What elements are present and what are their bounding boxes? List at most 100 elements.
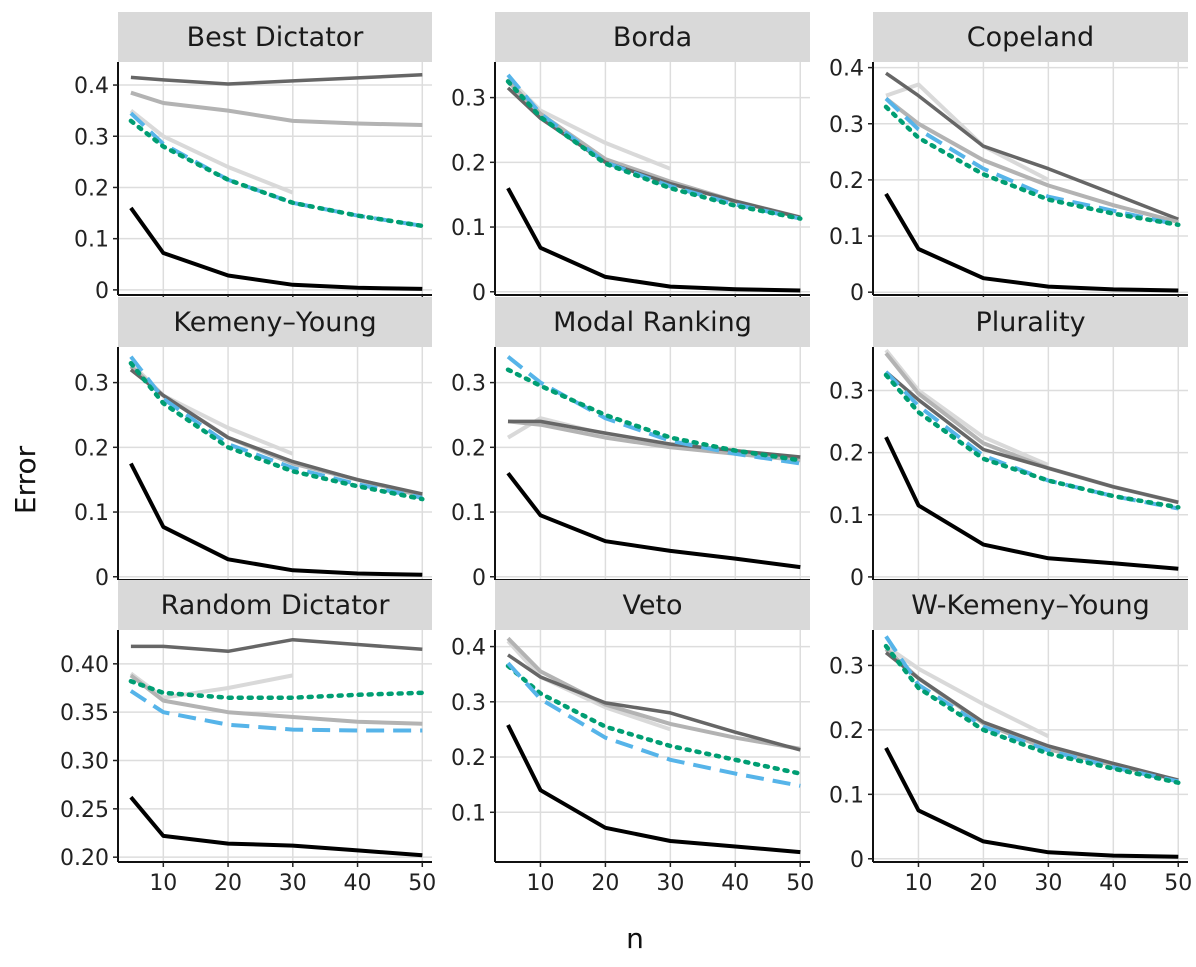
series-line-blue-dashed xyxy=(129,355,423,500)
series-line-black xyxy=(129,462,423,577)
x-tick-label: 10 xyxy=(526,871,554,896)
panel-plurality: Plurality 0 0.1 0.2 0.3 xyxy=(829,297,1188,591)
facet-strip xyxy=(118,580,432,630)
x-tick-label: 40 xyxy=(1099,871,1127,896)
panel-copeland: Copeland 0 0.1 0.2 0.3 0.4 xyxy=(829,12,1188,306)
y-tick-label: 0.2 xyxy=(829,442,864,467)
series-line-black xyxy=(884,746,1179,859)
series-line-blue-dashed xyxy=(506,661,801,788)
facet-strip xyxy=(873,580,1188,630)
facet-strip xyxy=(495,12,810,62)
y-tick-label: 0 xyxy=(95,279,109,304)
facet-title: Plurality xyxy=(975,307,1085,338)
series-line-green-dotted xyxy=(128,118,425,229)
panel-borda: Borda 0 0.1 0.2 0.3 xyxy=(451,12,810,306)
series-line-black xyxy=(884,436,1179,571)
y-tick-label: 0.3 xyxy=(451,372,486,397)
y-tick-label: 0.2 xyxy=(451,436,486,461)
x-tick-label: 30 xyxy=(656,871,684,896)
y-tick-label: 0.3 xyxy=(829,113,864,138)
facet-title: Borda xyxy=(613,22,692,53)
y-tick-label: 0.2 xyxy=(74,176,109,201)
y-tick-label: 0.35 xyxy=(60,701,109,726)
x-tick-label: 30 xyxy=(279,871,307,896)
series-line-green-dotted xyxy=(128,360,425,502)
y-tick-label: 0.2 xyxy=(74,436,109,461)
series-line-light-gray xyxy=(129,109,294,195)
y-tick-label: 0.4 xyxy=(74,74,109,99)
series-line-mid-gray xyxy=(130,90,423,127)
facet-strip xyxy=(873,12,1188,62)
series-line-light-gray xyxy=(506,76,672,171)
plot-area xyxy=(118,62,432,295)
y-tick-label: 0.2 xyxy=(829,719,864,744)
x-tick-label: 50 xyxy=(1164,871,1192,896)
y-tick-label: 0.2 xyxy=(829,169,864,194)
y-tick-label: 0 xyxy=(850,848,864,873)
facet-title: Modal Ranking xyxy=(553,307,752,338)
x-tick-label: 20 xyxy=(591,871,619,896)
panel-veto: Veto 0.1 0.2 0.3 0.4 10 20 30 40 50 xyxy=(451,580,814,896)
facet-title: Random Dictator xyxy=(161,590,391,621)
facet-strip xyxy=(873,297,1188,347)
series-line-dark-gray xyxy=(885,71,1179,221)
y-tick-label: 0.3 xyxy=(74,125,109,150)
series-line-dark-gray xyxy=(130,73,423,86)
y-tick-label: 0.4 xyxy=(451,636,486,661)
series-line-dark-gray xyxy=(884,651,1179,782)
series-line-green-dotted xyxy=(505,79,803,221)
series-line-green-dotted xyxy=(883,643,1181,785)
y-tick-label: 0 xyxy=(472,281,486,306)
series-line-black xyxy=(506,724,801,855)
y-tick-label: 0.1 xyxy=(74,228,109,253)
series-line-light-gray xyxy=(506,639,672,732)
facet-strip xyxy=(495,297,810,347)
y-tick-label: 0.2 xyxy=(451,151,486,176)
series-line-dark-gray xyxy=(130,637,423,654)
facet-title: Veto xyxy=(622,590,682,621)
y-tick-label: 0.1 xyxy=(451,501,486,526)
facet-panels: Best Dictator 0 0.1 0.2 0.3 0.4 Borda 0 0.1 0.2 0.… xyxy=(60,12,1192,896)
series-line-black xyxy=(506,187,801,293)
series-line-blue-dashed xyxy=(129,111,423,228)
facet-title: Copeland xyxy=(967,22,1094,53)
plot-area xyxy=(495,630,810,862)
series-line-green-dotted xyxy=(128,678,425,700)
panel-kemeny-young: Kemeny–Young 0 0.1 0.2 0.3 xyxy=(74,297,432,591)
y-tick-label: 0.4 xyxy=(829,57,864,82)
facet-title: W-Kemeny–Young xyxy=(911,590,1150,621)
x-tick-label: 30 xyxy=(1034,871,1062,896)
y-tick-label: 0 xyxy=(95,566,109,591)
y-tick-label: 0.1 xyxy=(451,801,486,826)
x-tick-label: 40 xyxy=(344,871,372,896)
y-axis-title: Error xyxy=(9,445,42,514)
y-tick-label: 0.3 xyxy=(451,691,486,716)
panel-modal-ranking: Modal Ranking 0 0.1 0.2 0.3 xyxy=(451,297,810,591)
y-tick-label: 0.3 xyxy=(451,87,486,112)
y-tick-label: 0.3 xyxy=(829,654,864,679)
y-tick-label: 0.1 xyxy=(829,225,864,250)
series-line-mid-gray xyxy=(506,636,801,751)
y-tick-label: 0.1 xyxy=(829,504,864,529)
x-tick-label: 10 xyxy=(149,871,177,896)
facet-strip xyxy=(118,12,432,62)
series-line-green-dotted xyxy=(505,663,803,776)
series-line-blue-dashed xyxy=(506,355,801,466)
panel-random-dictator: Random Dictator 0.20 0.25 0.30 0.35 0.40 10 20 3… xyxy=(60,580,436,896)
facet-strip xyxy=(495,580,810,630)
x-tick-label: 20 xyxy=(214,871,242,896)
x-tick-label: 20 xyxy=(969,871,997,896)
series-line-blue-dashed xyxy=(884,97,1179,227)
y-tick-label: 0 xyxy=(850,566,864,591)
x-axis-title: n xyxy=(626,922,644,955)
series-line-green-dotted xyxy=(505,367,803,463)
series-line-black xyxy=(506,471,801,570)
x-tick-label: 50 xyxy=(408,871,436,896)
y-tick-label: 0.3 xyxy=(829,379,864,404)
series-line-dark-gray xyxy=(884,370,1179,505)
x-tick-label: 10 xyxy=(904,871,932,896)
series-line-black xyxy=(884,192,1179,293)
facet-strip xyxy=(118,297,432,347)
y-tick-label: 0.25 xyxy=(60,798,109,823)
